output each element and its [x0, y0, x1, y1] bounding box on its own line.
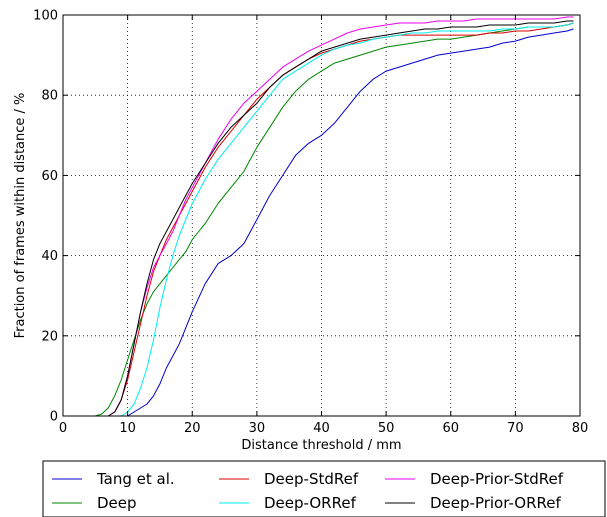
legend-box: [42, 460, 606, 517]
series-line-deep-stdref: [63, 22, 574, 417]
x-tick-label: 60: [442, 421, 459, 436]
grid: [63, 15, 580, 416]
series-line-deep-prior-stdref: [63, 16, 574, 417]
x-tick-label: 20: [184, 421, 201, 436]
y-tick-label: 100: [33, 9, 58, 24]
y-tick-label: 20: [41, 329, 58, 344]
legend-label: Deep: [97, 494, 137, 512]
x-tick-label: 80: [572, 421, 589, 436]
x-tick-label: 0: [59, 421, 67, 436]
legend-label: Deep-StdRef: [264, 470, 359, 488]
y-axis: 0 20 40 60 80 100: [33, 9, 580, 425]
legend-label: Deep-Prior-ORRef: [430, 494, 561, 512]
legend-label: Deep-ORRef: [264, 494, 357, 512]
y-tick-label: 80: [41, 89, 58, 104]
x-tick-label: 40: [313, 421, 330, 436]
series-line-tang-et-al: [63, 28, 574, 417]
x-tick-label: 50: [378, 421, 395, 436]
legend-label: Tang et al.: [96, 470, 175, 488]
y-tick-label: 40: [41, 249, 58, 264]
legend: Tang et al. Deep Deep-StdRef Deep-ORRef Deep…: [42, 460, 606, 517]
series-lines: [63, 16, 574, 417]
series-line-deep: [63, 22, 574, 417]
x-tick-label: 10: [119, 421, 136, 436]
x-axis: 0 10 20 30 40 50 60 70 80: [59, 15, 588, 436]
x-tick-label: 70: [507, 421, 524, 436]
x-axis-label: Distance threshold / mm: [241, 438, 401, 453]
series-line-deep-orref: [63, 22, 574, 417]
y-tick-label: 0: [50, 410, 58, 425]
y-axis-label: Fraction of frames within distance / %: [13, 93, 28, 339]
legend-label: Deep-Prior-StdRef: [430, 470, 564, 488]
x-tick-label: 30: [249, 421, 266, 436]
series-line-deep-prior-orref: [63, 20, 574, 417]
y-tick-label: 60: [41, 169, 58, 184]
